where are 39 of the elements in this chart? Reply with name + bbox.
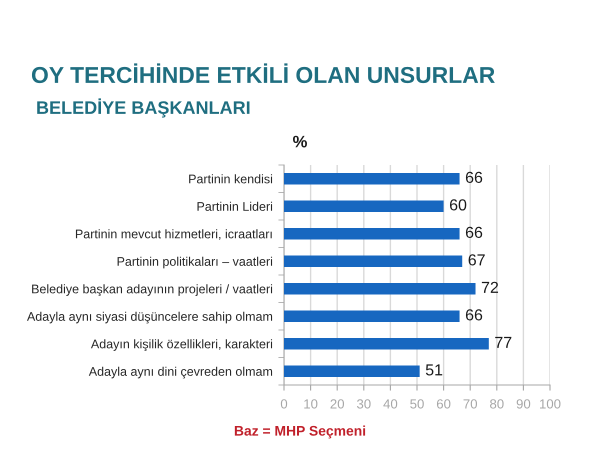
chart-title: OY TERCİHİNDE ETKİLİ OLAN UNSURLAR (32, 63, 495, 84)
x-tick-label: 70 (464, 399, 478, 409)
bar (284, 172, 460, 185)
x-tick-label: 100 (540, 399, 560, 409)
x-tick-label: 0 (280, 399, 288, 409)
x-tick-label: 30 (356, 399, 371, 409)
data-label: 67 (468, 254, 485, 266)
data-label: 66 (466, 172, 482, 184)
data-label: 51 (426, 364, 442, 376)
bar (284, 282, 476, 295)
y-tick-label: Belediye başkan adayının projeleri / vaatleri (32, 284, 272, 296)
data-label: 77 (495, 336, 512, 348)
chart-subtitle: BELEDİYE BAŞKANLARI (37, 98, 250, 118)
x-tick-label: 90 (516, 399, 530, 409)
bar (284, 228, 460, 240)
y-tick-label: Adayla aynı dini çevreden olmam (88, 366, 272, 378)
bar (284, 255, 462, 268)
y-tick-label: Adayla aynı siyasi düşüncelere sahip olmam (26, 312, 272, 324)
data-label: 66 (466, 309, 482, 321)
bar (284, 338, 489, 350)
x-tick-label: 20 (330, 399, 344, 409)
x-tick-label: 40 (383, 399, 398, 409)
bar (284, 310, 460, 322)
x-axis-title: % (293, 136, 307, 148)
x-tick-label: 60 (436, 399, 450, 409)
data-label: 60 (450, 199, 466, 211)
data-label: 66 (466, 226, 482, 238)
y-tick-label: Partinin politikaları – vaatleri (118, 256, 272, 268)
data-label: 72 (482, 282, 498, 293)
text: Baz = MHP Seçmeni (234, 426, 366, 438)
bar (284, 200, 444, 212)
x-tick-label: 80 (490, 399, 504, 409)
y-tick-label: Adayın kişilik özellikleri, karakteri (90, 339, 272, 351)
x-tick-label: 10 (304, 399, 318, 409)
y-tick-label: Partinin kendisi (189, 174, 272, 184)
y-tick-label: Partinin mevcut hizmetleri, icraatları (76, 229, 272, 240)
x-tick-label: 50 (410, 399, 424, 409)
y-tick-label: Partinin Lideri (197, 202, 272, 211)
bar (284, 365, 420, 378)
